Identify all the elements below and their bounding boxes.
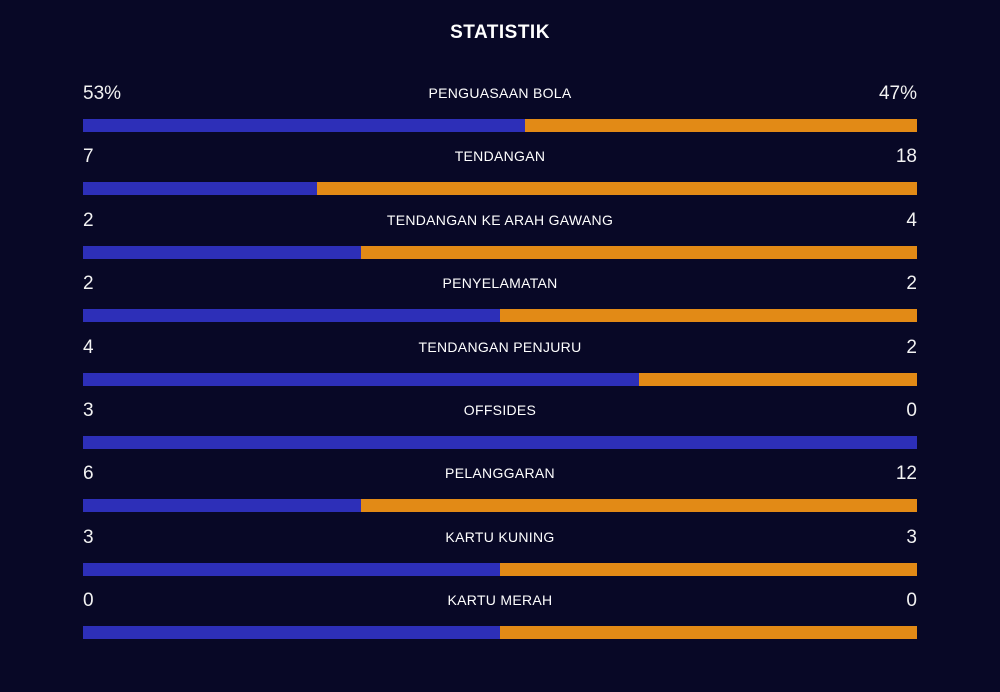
home-value: 3 <box>83 526 94 548</box>
away-value: 4 <box>906 209 917 231</box>
comparison-bar <box>83 245 917 259</box>
away-bar-segment <box>360 499 917 513</box>
away-bar-segment <box>360 245 917 259</box>
stat-row-yellow-cards: 3 KARTU KUNING 3 <box>83 522 917 585</box>
stat-row-saves: 2 PENYELAMATAN 2 <box>83 268 917 331</box>
away-value: 47% <box>878 83 917 104</box>
home-bar-segment <box>83 562 500 576</box>
home-value: 53% <box>83 83 122 104</box>
stat-row-corners: 4 TENDANGAN PENJURU 2 <box>83 332 917 395</box>
away-value: 12 <box>895 463 917 485</box>
home-bar-segment <box>83 372 640 386</box>
comparison-bar <box>83 626 917 640</box>
stat-label: PENGUASAAN BOLA <box>428 85 572 101</box>
away-bar-segment <box>525 119 917 132</box>
home-bar-segment <box>83 182 317 196</box>
stat-row-shots-on-target: 2 TENDANGAN KE ARAH GAWANG 4 <box>83 205 917 268</box>
stats-title: STATISTIK <box>450 22 550 43</box>
stat-row-shots: 7 TENDANGAN 18 <box>83 141 917 204</box>
home-value: 2 <box>83 273 94 295</box>
home-value: 2 <box>83 209 94 231</box>
comparison-bar <box>83 372 917 386</box>
comparison-bar <box>83 562 917 576</box>
comparison-bar <box>83 182 917 196</box>
home-value: 0 <box>83 590 94 612</box>
away-value: 2 <box>906 273 917 295</box>
stat-label: TENDANGAN PENJURU <box>418 338 582 355</box>
stat-row-red-cards: 0 KARTU MERAH 0 <box>83 585 917 648</box>
home-bar-segment <box>83 309 500 323</box>
comparison-bar <box>83 119 917 132</box>
away-value: 0 <box>906 399 917 421</box>
away-bar-segment <box>500 562 917 576</box>
stat-row-offsides: 3 OFFSIDES 0 <box>83 395 917 458</box>
stat-row-possession: 53% PENGUASAAN BOLA 47% <box>83 78 917 141</box>
home-value: 3 <box>83 399 94 421</box>
comparison-bar <box>83 435 917 449</box>
stat-label: PENYELAMATAN <box>442 275 558 292</box>
stats-list: 53% PENGUASAAN BOLA 47% 7 TENDANGAN 18 2… <box>83 78 917 649</box>
stat-label: KARTU KUNING <box>445 528 555 545</box>
home-bar-segment <box>83 435 917 449</box>
home-bar-segment <box>83 626 500 640</box>
comparison-bar <box>83 309 917 323</box>
home-bar-segment <box>83 245 361 259</box>
home-bar-segment <box>83 119 526 132</box>
stat-row-fouls: 6 PELANGGARAN 12 <box>83 458 917 521</box>
away-bar-segment <box>500 626 917 640</box>
away-bar-segment <box>316 182 917 196</box>
comparison-bar <box>83 499 917 513</box>
stat-label: TENDANGAN <box>454 148 546 165</box>
away-bar-segment <box>500 309 917 323</box>
home-bar-segment <box>83 499 361 513</box>
home-value: 7 <box>83 146 94 168</box>
away-value: 0 <box>906 590 917 612</box>
home-value: 4 <box>83 336 94 358</box>
stat-label: TENDANGAN KE ARAH GAWANG <box>386 211 614 228</box>
away-value: 18 <box>895 146 917 168</box>
stat-label: OFFSIDES <box>463 401 537 418</box>
stat-label: PELANGGARAN <box>445 465 555 482</box>
away-value: 3 <box>906 526 917 548</box>
stat-label: KARTU MERAH <box>447 592 553 609</box>
away-value: 2 <box>906 336 917 358</box>
away-bar-segment <box>639 372 917 386</box>
home-value: 6 <box>83 463 94 485</box>
